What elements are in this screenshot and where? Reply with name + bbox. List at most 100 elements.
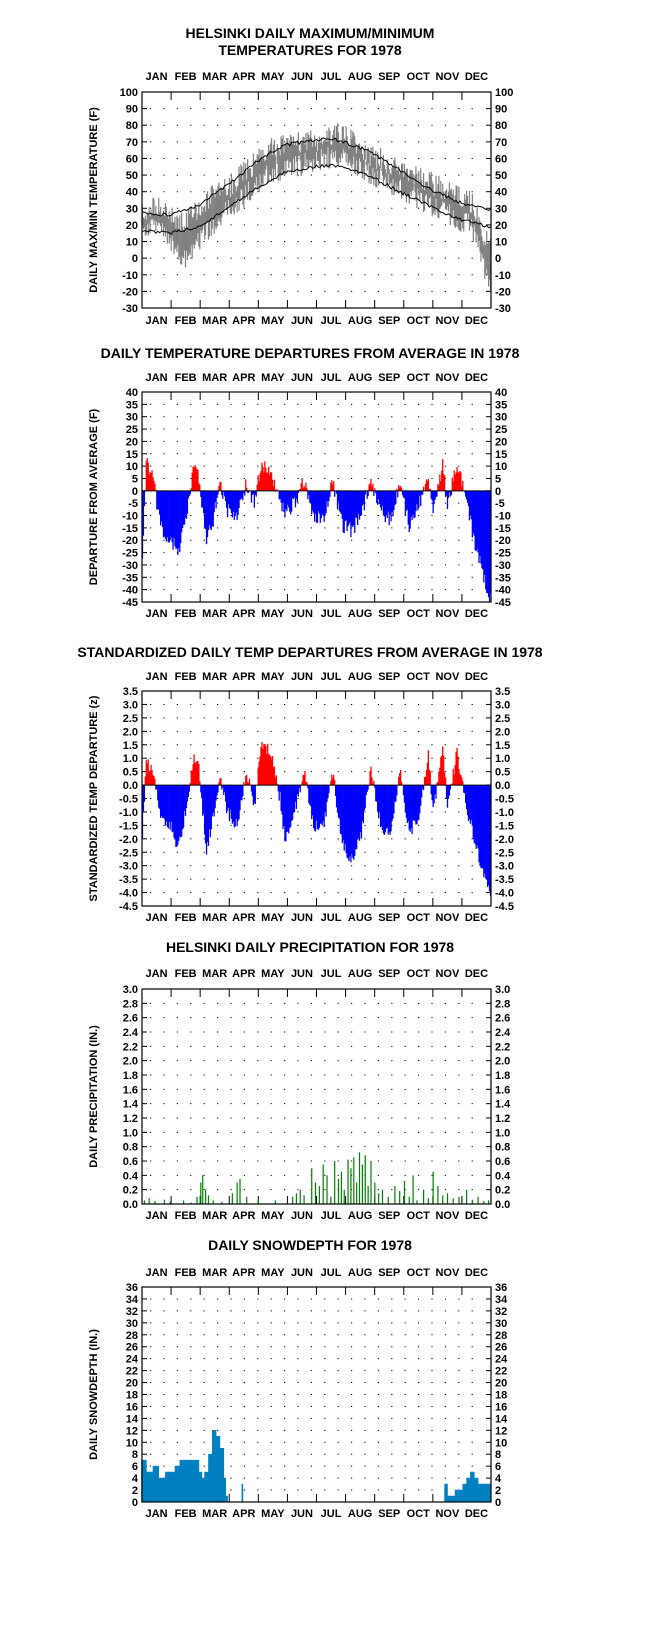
y-tick-label: -1.0	[495, 807, 514, 819]
y-tick-label: 1.0	[495, 1127, 510, 1139]
month-label: JAN	[146, 315, 168, 327]
y-tick-label: -3.0	[119, 861, 138, 873]
month-label: JAN	[146, 1508, 168, 1520]
month-label: JUN	[291, 1267, 313, 1279]
month-label: JAN	[146, 1267, 168, 1279]
y-tick-label: -20	[122, 535, 138, 547]
y-tick-label: 30	[126, 203, 138, 215]
snowdepth-chart: DAILY SNOWDEPTH FOR 1978 JAN JAN FEB FEB MAR M…	[88, 1237, 508, 1520]
month-label: OCT	[407, 671, 431, 683]
y-tick-label: -0.5	[495, 794, 514, 806]
month-label: SEP	[378, 608, 400, 620]
month-label: MAR	[202, 1508, 227, 1520]
month-label: SEP	[378, 1508, 400, 1520]
y-tick-label: 2.4	[123, 1027, 139, 1039]
y-tick-label: 14	[495, 1413, 508, 1425]
y-tick-label: 3.0	[123, 699, 138, 711]
month-label: JUN	[291, 671, 313, 683]
chart-title: TEMPERATURES FOR 1978	[218, 42, 402, 58]
precipitation-chart: HELSINKI DAILY PRECIPITATION FOR 1978 JAN…	[88, 939, 511, 1222]
y-tick-label: -3.5	[119, 874, 138, 886]
y-tick-label: 20	[126, 220, 138, 232]
y-tick-label: 35	[495, 399, 507, 411]
y-tick-label: 3.0	[495, 699, 510, 711]
y-tick-label: -20	[495, 286, 511, 298]
month-label: DEC	[465, 1210, 488, 1222]
y-tick-label: 2.2	[123, 1041, 138, 1053]
month-label: JUN	[291, 71, 313, 83]
month-label: JUL	[321, 671, 342, 683]
y-tick-label: 20	[126, 1378, 138, 1390]
y-tick-label: 8	[132, 1449, 138, 1461]
month-label: OCT	[407, 968, 431, 980]
y-tick-label: 1.0	[123, 753, 138, 765]
y-tick-label: 25	[126, 424, 138, 436]
y-tick-label: 30	[495, 412, 507, 424]
month-label: FEB	[175, 1210, 197, 1222]
y-tick-label: 12	[495, 1425, 507, 1437]
month-label: JUL	[321, 912, 342, 924]
month-label: SEP	[378, 1267, 400, 1279]
y-tick-label: 2.0	[123, 726, 138, 738]
month-label: DEC	[465, 71, 488, 83]
y-tick-label: 40	[495, 187, 507, 199]
y-tick-label: 1.5	[495, 740, 510, 752]
month-label: OCT	[407, 315, 431, 327]
snowdepth-area	[141, 1430, 491, 1503]
y-tick-label: 50	[495, 170, 507, 182]
y-tick-label: 26	[495, 1342, 507, 1354]
y-tick-label: -10	[495, 511, 511, 523]
y-axis-label: STANDARDIZED TEMP DEPARTURE (z)	[88, 695, 100, 901]
month-label: MAR	[202, 1267, 227, 1279]
month-label: AUG	[348, 315, 372, 327]
y-tick-label: 3.0	[495, 984, 510, 996]
y-tick-label: -2.0	[119, 834, 138, 846]
y-axis-label: DEPARTURE FROM AVERAGE (F)	[88, 408, 100, 585]
month-label: MAR	[202, 968, 227, 980]
chart-title: DAILY TEMPERATURE DEPARTURES FROM AVERAG…	[101, 345, 520, 361]
month-label: JUL	[321, 968, 342, 980]
y-tick-label: 100	[120, 87, 138, 99]
y-tick-label: 0.4	[123, 1170, 139, 1182]
y-tick-label: -25	[495, 548, 511, 560]
month-label: DEC	[465, 315, 488, 327]
y-tick-label: 30	[495, 203, 507, 215]
month-label: JUL	[321, 1267, 342, 1279]
y-tick-label: 0.0	[495, 780, 510, 792]
standardized-departure-chart: STANDARDIZED DAILY TEMP DEPARTURES FROM …	[77, 644, 542, 924]
month-label: NOV	[435, 608, 460, 620]
month-label: JUL	[321, 1508, 342, 1520]
y-tick-label: 40	[126, 387, 138, 399]
y-tick-label: 90	[126, 104, 138, 116]
month-label: DEC	[465, 968, 488, 980]
month-label: SEP	[378, 71, 400, 83]
y-tick-label: 90	[495, 104, 507, 116]
month-label: MAY	[261, 71, 285, 83]
y-tick-label: 2.5	[123, 713, 138, 725]
y-tick-label: 2.5	[495, 713, 510, 725]
month-label: MAY	[261, 1210, 285, 1222]
month-label: OCT	[407, 71, 431, 83]
y-tick-label: 100	[495, 87, 513, 99]
y-tick-label: 6	[132, 1461, 138, 1473]
normal-min-line	[142, 163, 491, 235]
y-tick-label: 1.8	[123, 1070, 138, 1082]
y-tick-label: 2.6	[495, 1013, 510, 1025]
month-label: JAN	[146, 608, 168, 620]
month-label: MAR	[202, 372, 227, 384]
y-tick-label: 0	[132, 1497, 138, 1509]
y-tick-label: 24	[495, 1354, 508, 1366]
y-tick-label: 36	[126, 1282, 138, 1294]
month-label: AUG	[348, 1210, 372, 1222]
plot-frame	[141, 1286, 492, 1503]
y-tick-label: -10	[122, 511, 138, 523]
month-label: MAR	[202, 315, 227, 327]
y-tick-label: -2.0	[495, 834, 514, 846]
y-tick-label: 0	[132, 253, 138, 265]
chart-title: HELSINKI DAILY PRECIPITATION FOR 1978	[166, 939, 454, 955]
y-tick-label: -3.0	[495, 861, 514, 873]
y-tick-label: 1.6	[123, 1084, 138, 1096]
month-label: MAY	[261, 1508, 285, 1520]
month-label: DEC	[465, 912, 488, 924]
month-label: MAY	[261, 1267, 285, 1279]
